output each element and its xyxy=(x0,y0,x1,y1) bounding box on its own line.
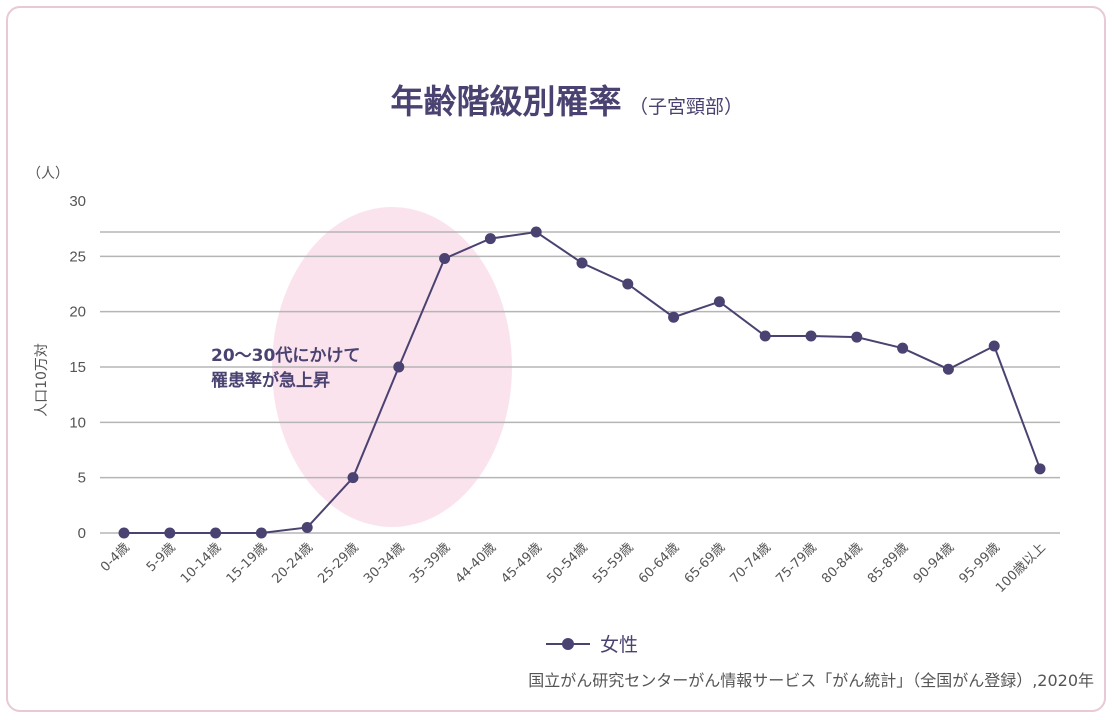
legend-label: 女性 xyxy=(600,634,638,656)
y-tick-label: 15 xyxy=(69,359,86,376)
data-point xyxy=(484,233,496,245)
x-tick-label: 15-19歳 xyxy=(224,540,271,587)
chart-title: 年齢階級別罹率 xyxy=(391,82,622,121)
x-tick-label: 30-34歳 xyxy=(361,540,408,587)
data-point xyxy=(393,361,405,373)
data-point xyxy=(255,527,267,539)
x-tick-label: 70-74歳 xyxy=(728,540,775,587)
y-tick-label: 30 xyxy=(69,193,86,210)
y-tick-label: 5 xyxy=(78,470,86,487)
data-point xyxy=(1034,463,1046,475)
data-point xyxy=(576,257,588,269)
y-unit-label: （人） xyxy=(27,166,69,182)
legend-marker xyxy=(562,638,574,650)
x-tick-label: 45-49歳 xyxy=(499,540,546,587)
data-point xyxy=(439,253,451,265)
data-point xyxy=(851,331,863,343)
x-tick-label: 25-29歳 xyxy=(315,540,362,587)
x-tick-label: 0-4歳 xyxy=(98,540,133,575)
data-point xyxy=(347,472,359,484)
y-axis-label: 人口10万対 xyxy=(34,343,50,417)
annotation-line-1: 20〜30代にかけて xyxy=(211,345,360,366)
x-tick-label: 20-24歳 xyxy=(270,540,317,587)
data-point xyxy=(118,527,130,539)
x-tick-label: 90-94歳 xyxy=(911,540,958,587)
data-point xyxy=(713,296,725,308)
y-tick-label: 20 xyxy=(69,304,86,321)
data-point xyxy=(988,340,1000,352)
data-point xyxy=(622,278,634,290)
annotation-line-2: 罹患率が急上昇 xyxy=(211,370,330,391)
data-point xyxy=(805,330,817,342)
data-point xyxy=(301,521,313,533)
data-point xyxy=(530,226,542,238)
x-tick-label: 85-89歳 xyxy=(865,540,912,587)
chart-subtitle: （子宮頸部） xyxy=(629,96,743,118)
x-tick-label: 44-40歳 xyxy=(453,540,500,587)
x-tick-label: 100歳以上 xyxy=(993,540,1049,596)
y-tick-label: 10 xyxy=(69,414,86,431)
legend: 女性 xyxy=(546,634,638,656)
y-tick-label: 0 xyxy=(78,525,86,542)
x-tick-label: 50-54歳 xyxy=(544,540,591,587)
data-point xyxy=(942,363,954,375)
data-point xyxy=(164,527,176,539)
x-tick-label: 35-39歳 xyxy=(407,540,454,587)
data-point xyxy=(897,342,909,354)
source-note: 国立がん研究センターがん情報サービス「がん統計」（全国がん登録）,2020年 xyxy=(528,671,1094,690)
x-tick-label: 80-84歳 xyxy=(819,540,866,587)
x-tick-label: 60-64歳 xyxy=(636,540,683,587)
x-tick-label: 5-9歳 xyxy=(144,540,179,575)
x-tick-label: 65-69歳 xyxy=(682,540,729,587)
x-tick-label: 95-99歳 xyxy=(957,540,1004,587)
x-tick-label: 55-59歳 xyxy=(590,540,637,587)
y-tick-label: 25 xyxy=(69,248,86,265)
data-point xyxy=(759,330,771,342)
x-tick-label: 75-79歳 xyxy=(773,540,820,587)
data-point xyxy=(668,311,680,323)
x-tick-label: 10-14歳 xyxy=(178,540,225,587)
chart-frame xyxy=(6,6,1106,712)
data-point xyxy=(210,527,222,539)
